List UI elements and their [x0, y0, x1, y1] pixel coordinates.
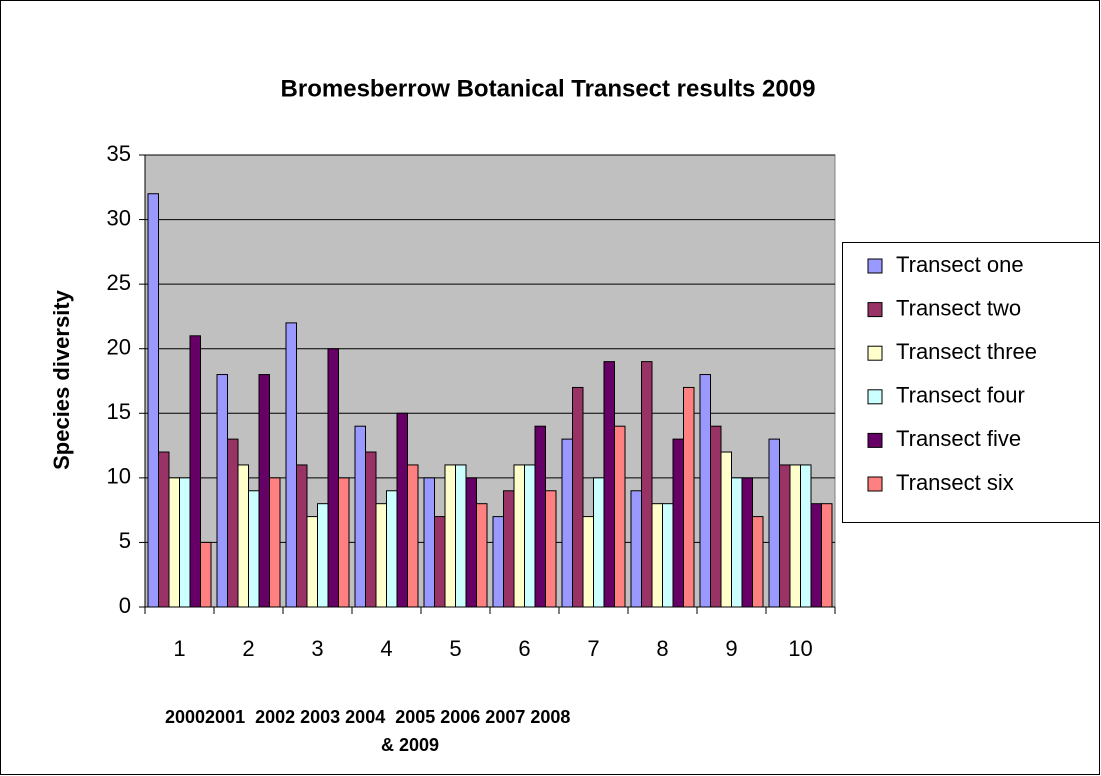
bar: [789, 464, 801, 608]
bar: [258, 374, 270, 608]
bar: [317, 503, 329, 608]
legend-swatch: [867, 432, 883, 448]
y-axis-label: Species diversity: [49, 289, 74, 470]
bar: [614, 425, 626, 608]
bar: [158, 451, 170, 608]
bar: [423, 477, 435, 608]
bar: [354, 425, 366, 608]
legend-swatch: [867, 302, 883, 318]
legend-swatch: [867, 389, 883, 405]
x-tick-label: 3: [311, 636, 323, 661]
bar: [752, 516, 764, 608]
bar: [641, 361, 653, 608]
legend-box: [842, 242, 1100, 523]
bar: [455, 464, 467, 608]
y-tick-label: 10: [107, 464, 131, 489]
bar: [524, 464, 536, 608]
y-tick-label: 20: [107, 335, 131, 360]
x-tick-label: 6: [518, 636, 530, 661]
bar: [720, 451, 732, 608]
legend-label: Transect four: [896, 383, 1025, 408]
x-axis-label: & 2009: [381, 735, 439, 755]
bar: [630, 490, 642, 608]
bar: [821, 503, 833, 608]
bar: [603, 361, 615, 608]
legend-swatch: [867, 258, 883, 274]
y-tick-label: 5: [119, 528, 131, 553]
y-tick-label: 25: [107, 270, 131, 295]
bar: [444, 464, 456, 608]
bar: [699, 374, 711, 608]
legend-label: Transect two: [896, 295, 1021, 320]
x-tick-label: 9: [725, 636, 737, 661]
bar: [572, 386, 584, 608]
x-axis-label: 20002001 2002 2003 2004 2005 2006 2007 2…: [165, 707, 570, 727]
bar: [476, 503, 488, 608]
bar: [534, 425, 546, 608]
x-tick-label: 5: [449, 636, 461, 661]
bar: [200, 541, 212, 608]
bar: [327, 348, 339, 608]
bar: [269, 477, 281, 608]
legend-label: Transect three: [896, 339, 1037, 364]
y-tick-label: 0: [119, 593, 131, 618]
y-tick-label: 30: [107, 205, 131, 230]
bar: [227, 438, 239, 608]
bar: [582, 516, 594, 608]
bar: [237, 464, 249, 608]
bar: [768, 438, 780, 608]
bar: [386, 490, 398, 608]
legend-swatch: [867, 345, 883, 361]
bar: [179, 477, 191, 608]
bar: [672, 438, 684, 608]
bar: [492, 516, 504, 608]
bar: [545, 490, 557, 608]
bar: [306, 516, 318, 608]
bar: [561, 438, 573, 608]
chart-title: Bromesberrow Botanical Transect results …: [281, 75, 816, 102]
bar: [338, 477, 350, 608]
bar: [465, 477, 477, 608]
bar: [513, 464, 525, 608]
bar: [168, 477, 180, 608]
bar: [779, 464, 791, 608]
bar: [800, 464, 812, 608]
bar: [216, 374, 228, 608]
x-tick-label: 10: [788, 636, 812, 661]
x-tick-label: 2: [242, 636, 254, 661]
bar: [147, 193, 159, 608]
bar: [434, 516, 446, 608]
bar: [810, 503, 822, 608]
legend-label: Transect five: [896, 426, 1021, 451]
bar: [296, 464, 308, 608]
bar: [365, 451, 377, 608]
bar: [189, 335, 201, 608]
y-tick-label: 15: [107, 399, 131, 424]
bar: [396, 412, 408, 608]
legend-label: Transect six: [896, 470, 1014, 495]
x-tick-label: 7: [587, 636, 599, 661]
bar: [651, 503, 663, 608]
bar: [662, 503, 674, 608]
x-tick-label: 8: [656, 636, 668, 661]
bar: [683, 386, 695, 608]
bar: [375, 503, 387, 608]
bar: [710, 425, 722, 608]
x-tick-label: 1: [173, 636, 185, 661]
legend-swatch: [867, 476, 883, 492]
bar: [503, 490, 515, 608]
bar: [731, 477, 743, 608]
bar: [248, 490, 260, 608]
bar: [285, 322, 297, 608]
legend-label: Transect one: [896, 252, 1024, 277]
y-tick-label: 35: [107, 141, 131, 166]
bar: [407, 464, 419, 608]
x-tick-label: 4: [380, 636, 392, 661]
bar: [593, 477, 605, 608]
bar: [741, 477, 753, 608]
